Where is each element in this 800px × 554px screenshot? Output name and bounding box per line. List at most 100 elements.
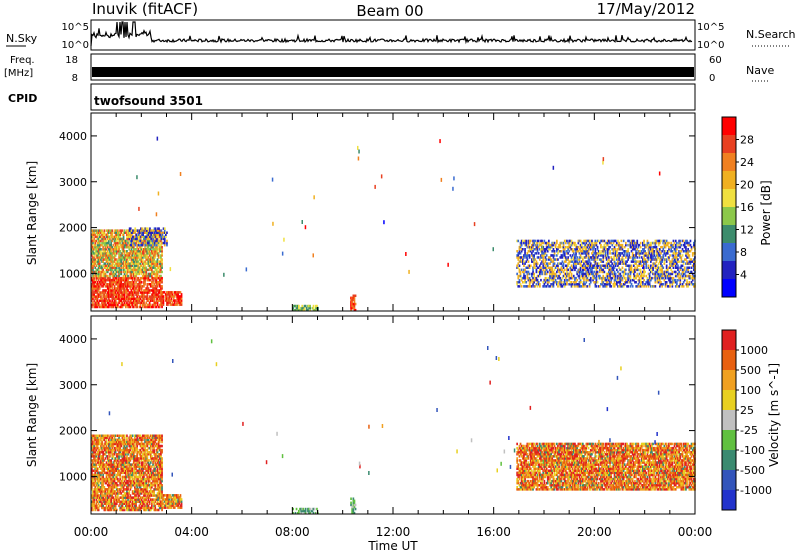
- range-cell: [125, 260, 127, 263]
- range-cell: [350, 300, 352, 304]
- range-cell: [113, 287, 116, 290]
- range-cell: [139, 287, 142, 290]
- range-cell: [552, 250, 555, 253]
- range-cell: [104, 264, 107, 267]
- range-cell: [115, 486, 118, 489]
- range-cell: [520, 248, 523, 251]
- range-cell: [669, 272, 671, 276]
- range-cell: [661, 256, 663, 259]
- station-title: Inuvik (fitACF): [92, 0, 198, 18]
- range-cell: [106, 473, 109, 477]
- range-cell: [679, 245, 682, 249]
- range-cell: [155, 235, 158, 239]
- range-cell: [668, 241, 670, 245]
- range-cell: [144, 289, 146, 292]
- range-cell: [114, 486, 117, 489]
- range-cell: [525, 285, 528, 288]
- range-cell: [100, 481, 102, 485]
- range-cell: [642, 264, 644, 267]
- range-cell: [151, 256, 153, 259]
- range-cell: [92, 256, 94, 259]
- range-cell: [115, 444, 118, 448]
- range-cell: [625, 276, 627, 280]
- range-cell: [631, 254, 634, 257]
- range-cell: [135, 301, 137, 305]
- range-cell: [300, 306, 302, 310]
- range-cell: [93, 229, 95, 232]
- range-cell: [146, 299, 149, 302]
- range-cell: [109, 231, 111, 234]
- range-cell: [108, 467, 110, 470]
- range-cell: [161, 266, 163, 269]
- range-cell: [96, 504, 99, 508]
- range-cell: [92, 283, 94, 286]
- range-cell: [143, 295, 145, 298]
- range-cell: [669, 283, 671, 286]
- range-cell: [167, 301, 169, 304]
- range-cell: [661, 272, 663, 276]
- range-cell: [149, 297, 152, 300]
- range-cell: [118, 291, 120, 294]
- range-cell: [110, 241, 112, 245]
- range-cell: [664, 270, 667, 274]
- range-cell: [108, 484, 110, 487]
- range-cell: [571, 276, 574, 280]
- range-cell: [621, 260, 624, 263]
- range-cell: [301, 308, 304, 312]
- range-cell: [574, 260, 576, 263]
- range-cell: [583, 239, 585, 243]
- range-cell: [143, 270, 145, 274]
- range-cell: [91, 291, 93, 294]
- range-cell: [572, 258, 575, 261]
- range-cell: [131, 254, 134, 257]
- range-cell: [660, 245, 662, 249]
- range-cell: [111, 305, 114, 309]
- range-cell: [570, 268, 573, 272]
- range-cell: [604, 254, 607, 257]
- range-cell: [630, 270, 633, 274]
- range-cell: [97, 239, 100, 243]
- range-cell: [95, 473, 98, 477]
- range-cell: [627, 278, 629, 282]
- range-cell: [149, 258, 152, 261]
- range-cell: [662, 248, 665, 251]
- range-cell: [556, 283, 558, 286]
- range-cell: [104, 295, 107, 298]
- range-cell: [101, 492, 103, 495]
- range-cell: [94, 442, 97, 446]
- range-cell: [156, 260, 159, 263]
- range-cell: [597, 262, 600, 265]
- range-cell: [130, 295, 133, 298]
- range-cell: [100, 243, 102, 247]
- range-cell: [106, 283, 109, 286]
- range-cell: [134, 301, 136, 305]
- range-cell: [121, 297, 124, 300]
- range-cell: [549, 245, 551, 249]
- range-cell: [109, 467, 111, 470]
- range-cell: [353, 300, 356, 304]
- range-cell: [609, 250, 611, 253]
- range-cell: [528, 272, 531, 276]
- range-cell: [647, 278, 650, 282]
- range-cell: [95, 446, 98, 450]
- range-cell: [143, 254, 145, 257]
- range-cell: [558, 250, 560, 253]
- range-cell: [91, 268, 93, 272]
- range-cell: [92, 291, 94, 294]
- range-cell: [97, 440, 100, 444]
- range-cell: [120, 266, 123, 269]
- range-cell: [109, 484, 111, 487]
- range-cell: [569, 245, 572, 249]
- range-cell: [565, 283, 567, 286]
- range-cell: [117, 463, 119, 466]
- range-cell: [140, 258, 143, 261]
- range-cell: [588, 239, 591, 243]
- range-cell: [127, 260, 129, 263]
- range-cell: [96, 467, 99, 470]
- range-cell: [105, 258, 108, 261]
- range-cell: [576, 262, 578, 265]
- range-cell: [594, 285, 597, 288]
- range-cell: [516, 266, 518, 269]
- range-cell: [533, 264, 535, 267]
- range-cell: [571, 243, 574, 247]
